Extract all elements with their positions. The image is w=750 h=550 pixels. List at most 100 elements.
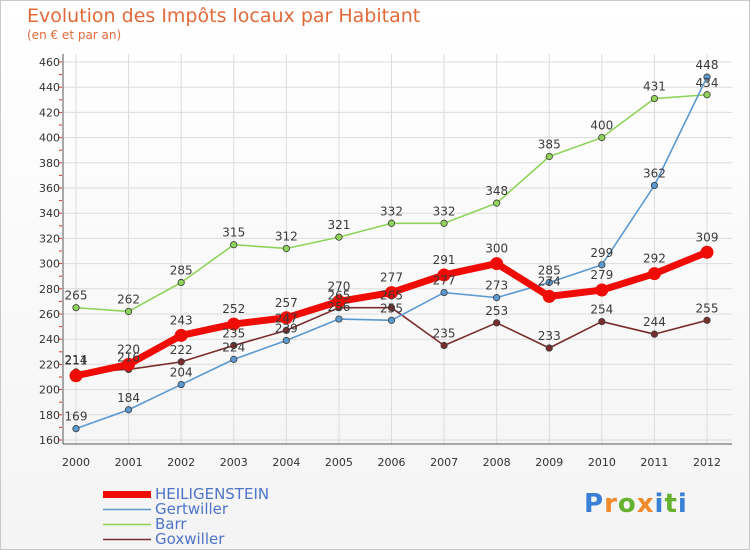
data-point-barr-2009 [545,152,553,161]
x-tick-label-2003: 2003 [220,456,248,469]
data-point-goxwiller-2004 [282,326,290,334]
data-label-goxwiller-2006: 265 [380,289,403,303]
data-label-gertwiller-2008: 273 [485,279,508,293]
y-tick-label-340: 340 [39,207,60,220]
y-tick-label-220: 220 [39,358,60,371]
legend-label-heiligenstein: HEILIGENSTEIN [155,485,270,503]
legend-item-heiligenstein: HEILIGENSTEIN [101,487,269,502]
data-label-goxwiller-2002: 222 [170,343,193,357]
data-label-heiligenstein-2000: 211 [65,354,88,368]
y-tick-label-400: 400 [39,132,60,145]
data-point-heiligenstein-2007 [437,268,451,282]
x-tick-label-2005: 2005 [325,456,353,469]
data-label-barr-2000: 265 [65,289,88,303]
data-label-heiligenstein-2007: 291 [433,253,456,267]
data-point-heiligenstein-2005 [332,294,346,308]
x-tick-label-2011: 2011 [640,456,668,469]
data-label-barr-2012: 434 [696,76,719,90]
chart-subtitle: (en € et par an) [27,28,122,42]
logo-letter: o [617,489,637,519]
data-label-goxwiller-2003: 235 [222,327,245,341]
data-point-goxwiller-2003 [230,341,238,350]
data-label-goxwiller-2011: 244 [643,315,666,329]
data-label-heiligenstein-2009: 274 [538,274,561,288]
data-point-heiligenstein-2002 [174,328,188,342]
data-label-barr-2011: 431 [643,80,666,94]
data-point-goxwiller-2011 [650,330,659,338]
data-label-gertwiller-2009: 285 [538,264,561,278]
data-point-gertwiller-2010 [598,261,606,269]
data-label-barr-2005: 321 [327,218,350,232]
y-tick-label-440: 440 [39,81,60,94]
y-tick-label-320: 320 [39,232,60,245]
data-point-heiligenstein-2012 [700,245,714,259]
data-point-barr-2004 [282,244,290,253]
data-point-heiligenstein-2009 [542,289,556,303]
y-tick-label-380: 380 [39,157,60,170]
data-point-heiligenstein-2000 [69,369,83,383]
data-label-gertwiller-2004: 239 [275,321,298,335]
x-tick-label-2002: 2002 [167,456,195,469]
data-label-barr-2009: 385 [538,138,561,152]
data-point-gertwiller-2002 [177,380,185,389]
y-tick-label-280: 280 [39,283,60,296]
data-point-goxwiller-2012 [703,316,711,324]
data-label-heiligenstein-2010: 279 [590,268,613,282]
data-point-goxwiller-2010 [598,317,606,326]
data-point-barr-2001 [124,307,133,316]
proxiti-logo: Proxiti [584,489,688,519]
data-point-goxwiller-2006 [387,304,396,312]
data-point-gertwiller-2005 [335,315,343,323]
y-tick-label-300: 300 [39,258,60,271]
data-label-gertwiller-2007: 277 [433,274,456,288]
data-point-barr-2006 [387,219,396,227]
data-label-heiligenstein-2001: 220 [117,342,140,356]
logo-letter: t [664,489,678,519]
legend-item-barr: Barr [101,517,269,532]
y-tick-label-160: 160 [39,434,60,447]
data-point-gertwiller-2007 [440,288,448,297]
data-point-heiligenstein-2011 [647,267,661,281]
data-point-barr-2002 [177,278,185,287]
data-point-barr-2012 [703,91,711,99]
y-tick-label-420: 420 [39,106,60,119]
data-point-gertwiller-2003 [230,355,238,363]
legend-label-barr: Barr [155,515,187,533]
data-point-gertwiller-2001 [124,406,133,414]
data-point-barr-2011 [650,94,659,103]
data-label-gertwiller-2001: 184 [117,391,140,405]
data-point-heiligenstein-2001 [122,357,136,371]
data-point-barr-2005 [335,233,343,241]
data-label-gertwiller-2011: 362 [643,166,666,180]
data-label-barr-2001: 262 [117,292,140,306]
y-tick-label-360: 360 [39,182,60,195]
x-tick-label-2004: 2004 [272,456,300,469]
y-tick-label-260: 260 [39,308,60,321]
data-label-barr-2008: 348 [485,184,508,198]
data-point-heiligenstein-2003 [227,317,241,331]
data-label-goxwiller-2005: 265 [327,289,350,303]
data-label-heiligenstein-2008: 300 [485,242,508,256]
data-label-goxwiller-2010: 254 [590,303,613,317]
data-point-gertwiller-2006 [387,316,396,324]
data-point-goxwiller-2008 [493,319,501,327]
data-point-gertwiller-2011 [650,181,659,190]
logo-letter: x [636,489,655,519]
data-point-barr-2007 [440,219,448,227]
data-label-goxwiller-2001: 216 [117,350,140,364]
legend-item-gertwiller: Gertwiller [101,502,269,517]
chart-title: Evolution des Impôts locaux par Habitant [27,5,421,27]
legend-swatch-gertwiller [103,508,151,511]
data-point-goxwiller-2007 [440,341,448,350]
chart-legend: HEILIGENSTEIN Gertwiller Barr Goxwiller [101,487,269,547]
data-point-gertwiller-2008 [493,294,501,302]
data-label-goxwiller-2004: 247 [275,311,298,325]
data-point-heiligenstein-2008 [490,257,504,271]
y-tick-label-460: 460 [39,56,60,69]
data-label-gertwiller-2000: 169 [65,410,88,424]
legend-swatch-heiligenstein [103,491,151,498]
data-point-gertwiller-2004 [282,336,290,345]
y-tick-label-240: 240 [39,333,60,346]
logo-letter: P [584,489,605,519]
